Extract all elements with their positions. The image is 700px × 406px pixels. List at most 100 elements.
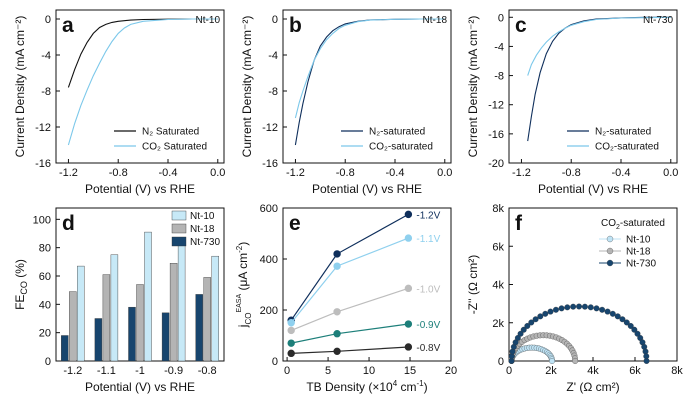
data-point-f (593, 305, 600, 312)
data-point-f (514, 335, 521, 341)
data-point-e (333, 347, 341, 356)
bar-Nt-18 (169, 263, 178, 362)
x-tick-label-f: 4k (587, 365, 599, 377)
bar-Nt-18 (136, 284, 144, 362)
legend-swatch-d (171, 236, 187, 247)
axes-frame-e (282, 207, 452, 362)
y-tick-label-b: -16 (262, 158, 278, 170)
y-tick-label-a: -4 (41, 50, 51, 62)
legend-label-f: Nt-730 (626, 259, 656, 270)
text-segment: -2 (235, 245, 244, 253)
y-axis-label-a: Current Density (mA cm⁻²) (13, 16, 27, 158)
panel-letter-c: c (515, 14, 527, 37)
text-segment: j (236, 325, 250, 329)
bar-Nt-10 (177, 237, 186, 362)
text-segment: EASA (236, 294, 243, 313)
bar-Nt-18 (203, 277, 211, 362)
x-tick-label-c: -0.4 (612, 167, 631, 179)
data-point-f (609, 310, 616, 317)
y-tick-label-e: 0 (272, 356, 278, 368)
axes-frame-c (508, 9, 678, 164)
text-segment: 4 (393, 379, 398, 388)
x-tick-label-d: -1.2 (63, 365, 82, 377)
legend-label-f: Nt-10 (626, 235, 651, 246)
y-tick-label-d: 100 (33, 214, 51, 226)
panel-letter-f: f (515, 212, 523, 235)
y-tick-label-a: 0 (45, 14, 51, 26)
data-point-e (287, 319, 295, 327)
x-tick-label-a: 0.0 (210, 167, 225, 179)
data-point-f (524, 323, 531, 329)
bar-Nt-730 (161, 312, 170, 362)
y-axis-label-e: jCOEASA (μA cm-2) (235, 242, 253, 328)
data-point-e (287, 349, 295, 358)
data-point-f (537, 313, 544, 320)
x-tick-label-a: -0.4 (159, 167, 178, 179)
bar-Nt-10 (211, 255, 219, 362)
series-line-b-1 (294, 18, 445, 119)
bar-Nt-730 (195, 294, 203, 362)
panel-letter-b: b (289, 14, 302, 37)
data-point-e (333, 330, 341, 338)
text-segment: (%) (13, 259, 27, 281)
y-tick-label-d: 80 (39, 243, 51, 255)
text-segment: (μA cm (236, 253, 250, 294)
y-tick-label-d: 60 (39, 271, 51, 283)
series-line-a-1 (67, 18, 218, 146)
data-point-f (570, 303, 577, 310)
y-tick-label-f: 8k (492, 203, 504, 215)
x-tick-label-b: -1.2 (286, 167, 305, 179)
legend-label-b: N₂-saturated (369, 127, 425, 138)
y-tick-label-c: 0 (498, 12, 504, 24)
x-tick-label-a: -0.8 (109, 167, 128, 179)
x-tick-label-e: 0 (284, 365, 290, 377)
legend-swatch-d (171, 210, 187, 221)
legend-marker-f (606, 259, 614, 267)
panel-letter-e: e (289, 212, 301, 235)
legend-label-b: CO₂-saturated (369, 142, 433, 153)
y-tick-label-e: 400 (260, 254, 278, 266)
y-tick-label-c: -8 (494, 71, 504, 83)
data-point-f (564, 304, 571, 311)
bar-Nt-730 (61, 335, 69, 362)
data-point-f (623, 319, 630, 326)
y-axis-label-f: -Z'' (Ω cm²) (466, 255, 480, 315)
data-point-f (619, 316, 626, 323)
x-axis-label-d: Potential (V) vs RHE (85, 380, 195, 394)
text-segment: CO (19, 281, 29, 295)
series-line-a-0 (67, 18, 218, 88)
data-point-f (552, 306, 559, 313)
data-point-f (542, 310, 549, 317)
text-segment: -saturated (620, 218, 665, 229)
x-tick-label-d: -1.1 (97, 365, 116, 377)
data-point-e (287, 339, 295, 347)
y-tick-label-b: -12 (262, 122, 278, 134)
data-point-e (404, 343, 413, 351)
y-axis-label-b: Current Density (mA cm⁻²) (240, 16, 254, 158)
y-tick-label-a: -12 (35, 122, 51, 134)
series-label-e: -1.0V (416, 284, 440, 295)
text-segment: ) (424, 380, 428, 394)
y-axis-label-c: Current Density (mA cm⁻²) (466, 16, 480, 158)
text-segment: ) (236, 242, 250, 246)
data-point-f (532, 316, 539, 323)
legend-marker-f (606, 235, 614, 243)
y-tick-label-b: 0 (272, 14, 278, 26)
data-point-f (572, 358, 579, 364)
series-line-e-1 (290, 237, 409, 324)
data-point-f (627, 323, 634, 329)
data-point-f (576, 303, 582, 310)
bar-Nt-18 (102, 274, 111, 362)
data-point-f (528, 319, 535, 326)
x-tick-label-c: 0.0 (663, 167, 678, 179)
y-tick-label-d: 0 (45, 356, 51, 368)
series-label-e: -1.2V (416, 210, 440, 221)
data-point-f (549, 358, 555, 364)
text-segment: CO (601, 218, 616, 229)
axes-frame-b (282, 9, 452, 164)
series-line-c-0 (527, 16, 671, 142)
x-tick-label-a: -1.2 (59, 167, 78, 179)
x-tick-label-d: -0.8 (198, 365, 217, 377)
x-tick-label-e: 20 (445, 365, 457, 377)
